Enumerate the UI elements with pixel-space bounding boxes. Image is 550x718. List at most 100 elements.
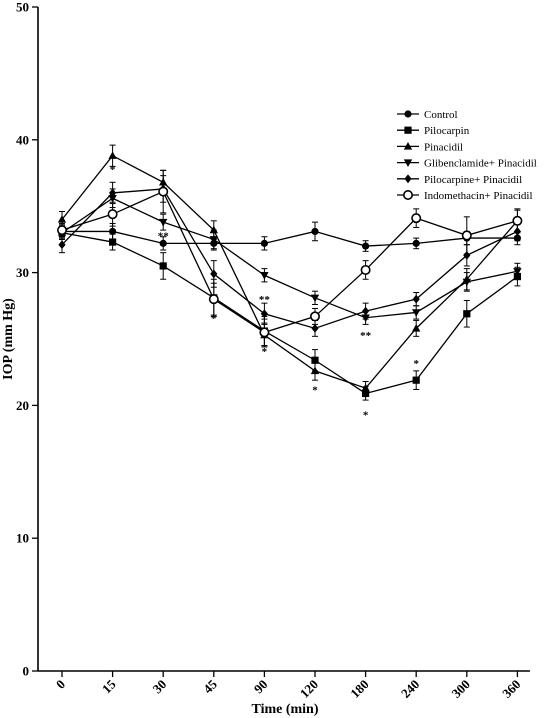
data-point xyxy=(463,250,471,260)
data-point xyxy=(109,238,117,246)
data-point xyxy=(360,264,371,275)
data-point xyxy=(56,225,67,236)
series-layer xyxy=(56,144,523,401)
y-tick-label: 30 xyxy=(16,265,29,280)
legend-item: Pilocarpine+ Pinacidil xyxy=(397,174,522,186)
legend-marker xyxy=(404,126,412,134)
data-point xyxy=(208,294,219,305)
significance-mark: * xyxy=(110,164,116,176)
x-tick-label: 0 xyxy=(53,677,68,692)
series-line xyxy=(61,232,518,395)
x-tick-label: 300 xyxy=(449,677,473,701)
annotations: ************* xyxy=(110,164,420,422)
significance-mark: * xyxy=(110,192,116,204)
data-point xyxy=(159,239,167,247)
x-tick-label: 180 xyxy=(347,677,371,701)
legend-label: Pilocarpine+ Pinacidil xyxy=(424,174,522,186)
significance-mark: ** xyxy=(259,294,271,306)
significance-mark: ** xyxy=(360,330,372,342)
legend-marker xyxy=(404,110,412,118)
legend-label: Glibenclamide+ Pinacidil xyxy=(424,158,537,170)
legend-item: Control xyxy=(397,109,458,121)
series-glibenclamide-pinacidil xyxy=(57,188,522,325)
significance-mark: * xyxy=(363,410,369,422)
legend-item: Pilocarpin xyxy=(397,125,470,137)
legend-item: Glibenclamide+ Pinacidil xyxy=(397,158,537,170)
x-tick-label: 240 xyxy=(398,677,422,701)
legend-item: Indomethacin+ Pinacidil xyxy=(397,190,533,202)
data-point xyxy=(310,294,320,303)
significance-mark: ** xyxy=(158,230,170,242)
x-tick-label: 90 xyxy=(251,677,271,697)
data-point xyxy=(210,269,218,279)
series-line xyxy=(62,230,518,247)
legend-label: Control xyxy=(424,109,458,121)
data-point xyxy=(309,311,320,322)
data-point xyxy=(462,278,471,287)
data-point xyxy=(311,227,319,236)
x-tick-label: 45 xyxy=(200,676,220,696)
data-point xyxy=(107,209,118,220)
data-point xyxy=(311,323,319,333)
data-point xyxy=(57,215,67,223)
series-line xyxy=(61,188,518,330)
data-point xyxy=(260,309,268,319)
x-tick-label: 360 xyxy=(499,677,523,701)
legend-label: Pilocarpin xyxy=(424,125,470,137)
y-tick-label: 20 xyxy=(16,398,29,413)
data-point xyxy=(411,213,422,224)
data-point xyxy=(58,240,66,250)
significance-mark: * xyxy=(262,346,268,358)
data-point xyxy=(362,242,370,250)
legend-label: Indomethacin+ Pinacidil xyxy=(424,190,533,202)
data-point xyxy=(512,215,523,226)
data-point xyxy=(108,151,117,159)
x-axis-title: Time (min) xyxy=(251,702,318,717)
axes: 0 10 20 30 40 50 0 15 30 45 90 120 180 240 300 360 xyxy=(16,0,530,701)
series-line xyxy=(61,154,518,389)
y-tick-label: 0 xyxy=(23,664,30,679)
y-tick-label: 10 xyxy=(16,531,29,546)
x-tick-label: 15 xyxy=(99,676,119,696)
data-point xyxy=(311,356,319,364)
data-point xyxy=(310,366,320,375)
data-point xyxy=(361,383,370,392)
legend-marker xyxy=(404,174,412,184)
data-point xyxy=(412,309,421,317)
legend-marker xyxy=(402,190,413,201)
data-point xyxy=(260,272,269,280)
data-point xyxy=(463,310,471,318)
data-point xyxy=(158,186,169,197)
significance-mark: * xyxy=(413,358,419,370)
data-point xyxy=(362,306,370,316)
data-point xyxy=(260,239,268,247)
legend-item: Pinacidil xyxy=(397,141,463,153)
data-point xyxy=(109,227,117,236)
data-point xyxy=(109,188,117,198)
data-point xyxy=(412,376,420,384)
data-point xyxy=(412,323,421,332)
data-point xyxy=(159,218,168,227)
series-line xyxy=(61,197,518,319)
x-tick-label: 30 xyxy=(150,677,170,697)
data-point xyxy=(412,239,420,247)
y-tick-label: 40 xyxy=(16,132,29,147)
series-line xyxy=(61,190,518,334)
data-point xyxy=(159,262,167,270)
x-tick-label: 120 xyxy=(297,677,321,701)
data-point xyxy=(461,230,472,241)
legend-label: Pinacidil xyxy=(424,141,463,153)
y-axis-title: IOP (mm Hg) xyxy=(1,298,16,380)
data-point xyxy=(412,294,420,304)
series-indomethacin-pinacidil xyxy=(56,169,523,347)
data-point xyxy=(209,236,218,244)
significance-mark: * xyxy=(211,313,217,325)
legend-marker xyxy=(403,142,413,150)
series-control xyxy=(58,221,522,252)
legend: Control Pilocarpin Pinacidil Glibenclamide+… xyxy=(397,109,537,202)
significance-mark: * xyxy=(312,384,318,396)
data-point xyxy=(209,225,218,234)
legend-marker xyxy=(403,159,413,167)
series-pilocarpin xyxy=(58,225,521,401)
